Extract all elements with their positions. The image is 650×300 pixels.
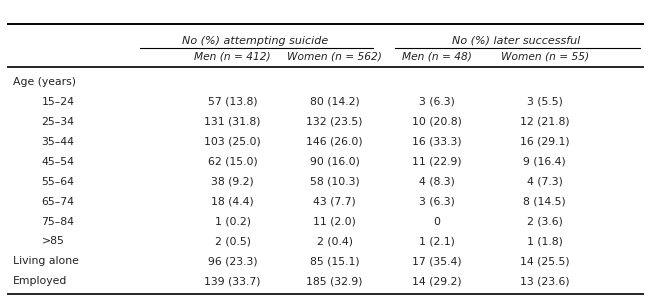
Text: 185 (32.9): 185 (32.9) — [306, 277, 363, 286]
Text: 38 (9.2): 38 (9.2) — [211, 176, 254, 187]
Text: 2 (3.6): 2 (3.6) — [527, 217, 563, 226]
Text: 146 (26.0): 146 (26.0) — [306, 136, 363, 146]
Text: 90 (16.0): 90 (16.0) — [309, 157, 359, 166]
Text: 11 (22.9): 11 (22.9) — [411, 157, 461, 166]
Text: 80 (14.2): 80 (14.2) — [309, 97, 359, 106]
Text: 1 (1.8): 1 (1.8) — [527, 236, 563, 247]
Text: Age (years): Age (years) — [13, 76, 76, 87]
Text: 0: 0 — [433, 217, 440, 226]
Text: 11 (2.0): 11 (2.0) — [313, 217, 356, 226]
Text: 2 (0.4): 2 (0.4) — [317, 236, 352, 247]
Text: 103 (25.0): 103 (25.0) — [204, 136, 261, 146]
Text: 25–34: 25–34 — [42, 116, 75, 127]
Text: Employed: Employed — [13, 277, 67, 286]
Text: 3 (6.3): 3 (6.3) — [419, 97, 454, 106]
Text: 1 (0.2): 1 (0.2) — [214, 217, 251, 226]
Text: Men (n = 48): Men (n = 48) — [402, 52, 471, 62]
Text: 43 (7.7): 43 (7.7) — [313, 196, 356, 206]
Text: 65–74: 65–74 — [42, 196, 75, 206]
Text: 15–24: 15–24 — [42, 97, 75, 106]
Text: 4 (7.3): 4 (7.3) — [527, 176, 563, 187]
Text: 3 (6.3): 3 (6.3) — [419, 196, 454, 206]
Text: No (%) later successful: No (%) later successful — [452, 36, 580, 46]
Text: 2 (0.5): 2 (0.5) — [214, 236, 251, 247]
Text: 57 (13.8): 57 (13.8) — [208, 97, 257, 106]
Text: 96 (23.3): 96 (23.3) — [208, 256, 257, 266]
Text: 3 (5.5): 3 (5.5) — [527, 97, 563, 106]
Text: 8 (14.5): 8 (14.5) — [523, 196, 566, 206]
Text: 14 (29.2): 14 (29.2) — [411, 277, 461, 286]
Text: 139 (33.7): 139 (33.7) — [204, 277, 261, 286]
Text: 4 (8.3): 4 (8.3) — [419, 176, 454, 187]
Text: 12 (21.8): 12 (21.8) — [520, 116, 569, 127]
Text: No (%) attempting suicide: No (%) attempting suicide — [182, 36, 328, 46]
Text: 17 (35.4): 17 (35.4) — [411, 256, 461, 266]
Text: Women (n = 562): Women (n = 562) — [287, 52, 382, 62]
Text: 1 (2.1): 1 (2.1) — [419, 236, 454, 247]
Text: 55–64: 55–64 — [42, 176, 75, 187]
Text: 13 (23.6): 13 (23.6) — [520, 277, 569, 286]
Text: 9 (16.4): 9 (16.4) — [523, 157, 566, 166]
Text: 10 (20.8): 10 (20.8) — [411, 116, 461, 127]
Text: 18 (4.4): 18 (4.4) — [211, 196, 254, 206]
Text: 131 (31.8): 131 (31.8) — [204, 116, 261, 127]
Text: 16 (33.3): 16 (33.3) — [411, 136, 461, 146]
Text: 85 (15.1): 85 (15.1) — [310, 256, 359, 266]
Text: 35–44: 35–44 — [42, 136, 75, 146]
Text: 132 (23.5): 132 (23.5) — [306, 116, 363, 127]
Text: 75–84: 75–84 — [42, 217, 75, 226]
Text: Living alone: Living alone — [13, 256, 79, 266]
Text: Women (n = 55): Women (n = 55) — [500, 52, 589, 62]
Text: 16 (29.1): 16 (29.1) — [520, 136, 569, 146]
Text: >85: >85 — [42, 236, 64, 247]
Text: Men (n = 412): Men (n = 412) — [194, 52, 271, 62]
Text: 14 (25.5): 14 (25.5) — [520, 256, 569, 266]
Text: 62 (15.0): 62 (15.0) — [208, 157, 257, 166]
Text: 45–54: 45–54 — [42, 157, 75, 166]
Text: 58 (10.3): 58 (10.3) — [309, 176, 359, 187]
